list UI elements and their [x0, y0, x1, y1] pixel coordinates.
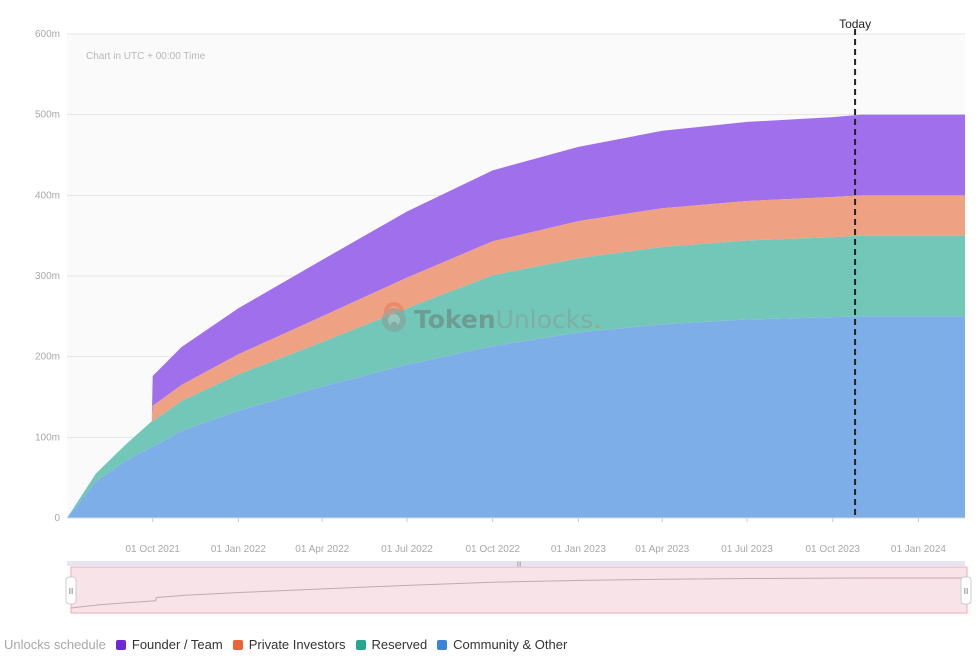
- area-founder-team[interactable]: [67, 114, 965, 519]
- x-axis-ticks: 01 Oct 2021 01 Jan 2022 01 Apr 2022 01 Jul …: [67, 517, 965, 555]
- watermark-text-light: Unlocks: [496, 305, 594, 334]
- left-handle-grip-icon[interactable]: II: [69, 587, 73, 596]
- svg-text:TokenUnlocks.: TokenUnlocks.: [414, 305, 601, 334]
- watermark-dot: .: [593, 305, 601, 334]
- x-tick-label: 01 Jan 2023: [551, 544, 606, 555]
- legend-label: Founder / Team: [131, 637, 223, 652]
- legend-item-community-other[interactable]: Community & Other: [437, 637, 567, 652]
- x-tick-label: 01 Oct 2022: [465, 544, 520, 555]
- y-tick-label: 600m: [35, 29, 60, 40]
- legend-swatch: [232, 639, 243, 650]
- lock-logo-icon: [382, 302, 406, 332]
- area-community-other[interactable]: [67, 316, 965, 518]
- area-series: [67, 114, 965, 519]
- legend-title: Unlocks schedule: [4, 637, 106, 652]
- y-tick-label: 0: [54, 513, 60, 524]
- legend-swatch: [437, 639, 448, 650]
- legend-label: Private Investors: [248, 637, 346, 652]
- legend-item-founder-team[interactable]: Founder / Team: [115, 637, 223, 652]
- navigator-series-line: [70, 577, 967, 609]
- navigator-left-handle[interactable]: II: [65, 576, 77, 605]
- legend-label: Reserved: [371, 637, 428, 652]
- y-tick-label: 500m: [35, 110, 60, 121]
- y-axis-ticks: 0 100m 200m 300m 400m 500m 600m: [35, 29, 60, 524]
- navigator-right-handle[interactable]: II: [960, 576, 972, 605]
- legend-label: Community & Other: [453, 637, 568, 652]
- x-tick-label: 01 Jul 2022: [381, 544, 433, 555]
- range-navigator[interactable]: ||| II II: [65, 561, 972, 614]
- x-tick-label: 01 Oct 2021: [125, 544, 180, 555]
- navigator-selection[interactable]: [70, 566, 968, 614]
- y-tick-label: 300m: [35, 271, 60, 282]
- navigator-grip-icon[interactable]: |||: [517, 562, 522, 568]
- area-private-investors[interactable]: [67, 195, 965, 518]
- legend-item-reserved[interactable]: Reserved: [355, 637, 428, 652]
- tokenunlocks-watermark: TokenUnlocks.: [382, 302, 601, 334]
- legend-item-private-investors[interactable]: Private Investors: [232, 637, 346, 652]
- x-tick-label: 01 Jan 2022: [211, 544, 266, 555]
- x-tick-label: 01 Apr 2022: [295, 544, 349, 555]
- navigator-top-bar: [67, 561, 965, 566]
- timezone-note: Chart in UTC + 00:00 Time: [86, 51, 206, 62]
- legend-swatch: [355, 639, 366, 650]
- y-tick-label: 400m: [35, 190, 60, 201]
- x-tick-label: 01 Apr 2023: [635, 544, 689, 555]
- y-tick-label: 200m: [35, 352, 60, 363]
- today-label: Today: [839, 17, 871, 31]
- x-tick-label: 01 Jan 2024: [891, 544, 946, 555]
- y-tick-label: 100m: [35, 432, 60, 443]
- watermark-text-bold: Token: [414, 305, 496, 334]
- legend-swatch: [115, 639, 126, 650]
- right-handle-grip-icon[interactable]: II: [964, 587, 968, 596]
- legend: Unlocks schedule Founder / Team Private …: [4, 637, 577, 652]
- area-reserved[interactable]: [67, 235, 965, 519]
- x-tick-label: 01 Oct 2023: [805, 544, 860, 555]
- x-tick-label: 01 Jul 2023: [721, 544, 773, 555]
